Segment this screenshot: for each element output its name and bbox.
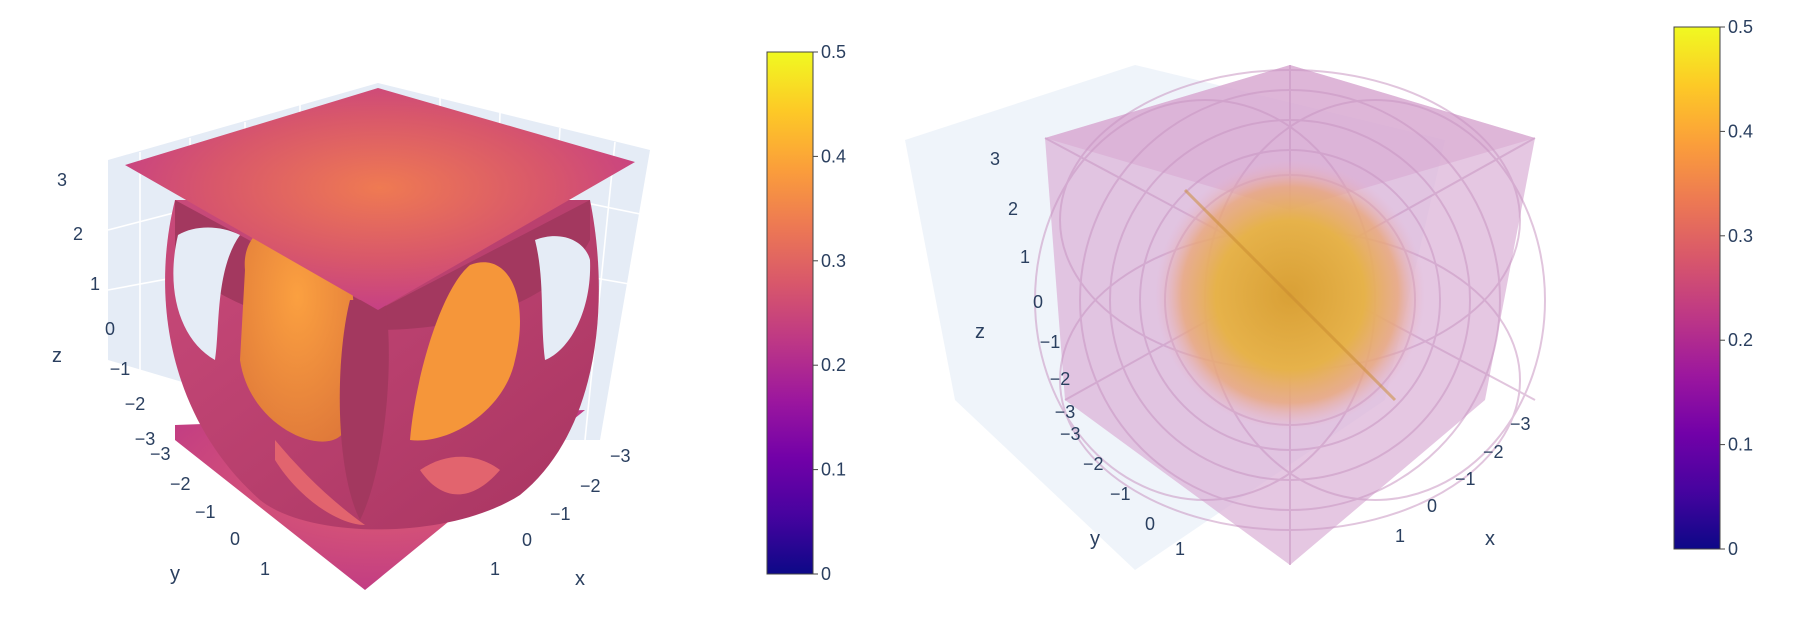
colorbar: 0 0.1 0.2 0.3 0.4 0.5 xyxy=(1673,17,1753,559)
z-axis-label: z xyxy=(975,321,985,343)
y-axis: −3 −2 −1 0 1 y xyxy=(1060,424,1185,559)
colorbar-tick-label: 0 xyxy=(821,564,831,584)
shell-openings xyxy=(173,227,591,360)
colorbar-tick-label: 0 xyxy=(1728,539,1738,559)
y-tick: −3 xyxy=(1060,424,1081,444)
colorbar-tick-label: 0.2 xyxy=(1728,330,1753,350)
x-tick: −2 xyxy=(580,476,601,496)
y-tick: 1 xyxy=(260,559,270,579)
colorbar-tick-label: 0.1 xyxy=(1728,435,1753,455)
colorbar-tick-label: 0.3 xyxy=(1728,226,1753,246)
x-axis: −3 −2 −1 0 1 x xyxy=(1395,414,1531,550)
colorbar-tick-label: 0.1 xyxy=(821,460,846,480)
x-tick: −3 xyxy=(1510,414,1531,434)
z-tick: 1 xyxy=(90,274,100,294)
isosurface-scene[interactable]: 3 2 1 0 −1 −2 −3 z −3 −2 −1 0 1 y −3 −2 … xyxy=(0,0,880,615)
z-tick: −3 xyxy=(1055,402,1076,422)
volume-plot[interactable]: 3 2 1 0 −1 −2 −3 z −3 −2 −1 0 1 y −3 −2 … xyxy=(905,0,1795,615)
z-tick: 0 xyxy=(105,319,115,339)
x-tick: 1 xyxy=(1395,526,1405,546)
colorbar-gradient xyxy=(766,51,814,575)
colorbar-tick-label: 0.3 xyxy=(821,251,846,271)
x-axis: −3 −2 −1 0 1 x xyxy=(490,446,631,590)
z-tick: −2 xyxy=(1050,369,1071,389)
x-axis-label: x xyxy=(1485,528,1495,550)
colorbar-tick-label: 0.5 xyxy=(1728,17,1753,37)
colorbar-tick-label: 0.4 xyxy=(1728,121,1753,141)
z-axis-label: z xyxy=(52,345,62,367)
x-tick: −2 xyxy=(1483,442,1504,462)
volume-scene[interactable]: 3 2 1 0 −1 −2 −3 z −3 −2 −1 0 1 y −3 −2 … xyxy=(905,0,1795,615)
z-tick: 2 xyxy=(73,224,83,244)
z-tick: 0 xyxy=(1033,292,1043,312)
y-tick: −2 xyxy=(1083,454,1104,474)
z-tick: −2 xyxy=(125,394,146,414)
colorbar-tick-label: 0.5 xyxy=(821,42,846,62)
colorbar-tick-label: 0.4 xyxy=(821,146,846,166)
z-axis: 3 2 1 0 −1 −2 −3 z xyxy=(52,170,155,449)
colorbar-tick-label: 0.2 xyxy=(821,355,846,375)
y-tick: −1 xyxy=(1110,484,1131,504)
x-tick: −3 xyxy=(610,446,631,466)
x-tick: 0 xyxy=(522,530,532,550)
z-tick: −1 xyxy=(1040,332,1061,352)
y-tick: −1 xyxy=(195,502,216,522)
z-tick: 3 xyxy=(57,170,67,190)
z-tick: 2 xyxy=(1008,199,1018,219)
y-axis-label: y xyxy=(170,563,180,585)
isosurface-top-face xyxy=(125,88,635,310)
z-tick: 1 xyxy=(1020,247,1030,267)
y-tick: 0 xyxy=(230,529,240,549)
x-tick: −1 xyxy=(1455,469,1476,489)
isosurface-plot[interactable]: 3 2 1 0 −1 −2 −3 z −3 −2 −1 0 1 y −3 −2 … xyxy=(0,0,880,615)
y-tick: −3 xyxy=(150,444,171,464)
x-tick: 1 xyxy=(490,559,500,579)
colorbar: 0 0.1 0.2 0.3 0.4 0.5 xyxy=(766,42,846,584)
x-tick: 0 xyxy=(1427,496,1437,516)
colorbar-gradient xyxy=(1673,26,1721,550)
y-tick: 0 xyxy=(1145,514,1155,534)
y-tick: −2 xyxy=(170,474,191,494)
y-axis-label: y xyxy=(1090,528,1100,550)
z-tick: −1 xyxy=(110,359,131,379)
z-tick: −3 xyxy=(135,429,156,449)
y-tick: 1 xyxy=(1175,539,1185,559)
volume-cube xyxy=(1034,65,1546,565)
z-axis: 3 2 1 0 −1 −2 −3 z xyxy=(975,149,1075,422)
y-axis: −3 −2 −1 0 1 y xyxy=(150,444,270,585)
x-axis-label: x xyxy=(575,568,585,590)
z-tick: 3 xyxy=(990,149,1000,169)
x-tick: −1 xyxy=(550,504,571,524)
